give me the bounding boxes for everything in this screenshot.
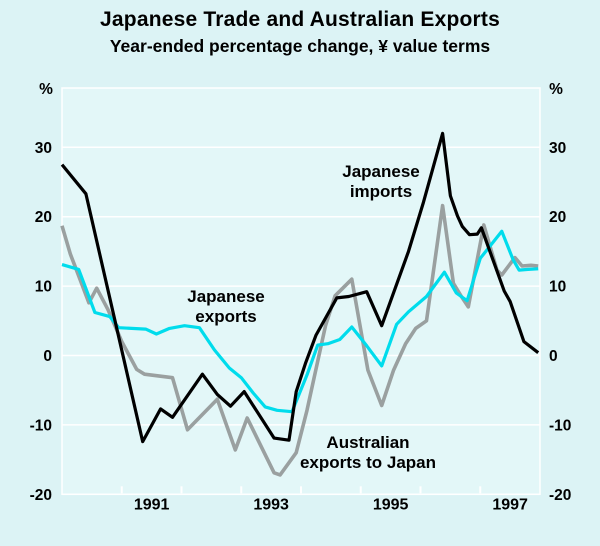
y-axis-unit-right: %: [549, 81, 563, 98]
x-axis-label: 1997: [492, 496, 528, 513]
series-line-japanese-exports: [61, 229, 539, 414]
x-axis-label: 1995: [373, 496, 409, 513]
x-axis-label: 1993: [253, 496, 289, 513]
chart-subtitle: Year-ended percentage change, ¥ value te…: [109, 36, 491, 56]
y-axis-label-left: 0: [43, 348, 52, 365]
y-axis-label-left: 10: [35, 279, 52, 296]
y-axis-label-left: 20: [35, 209, 52, 226]
y-axis-label-right: -10: [549, 417, 571, 434]
y-axis-label-left: -10: [30, 417, 52, 434]
y-axis-label-right: 20: [549, 209, 566, 226]
x-axis-label: 1991: [134, 496, 170, 513]
y-axis-label-left: 30: [35, 140, 52, 157]
y-axis-label-right: 10: [549, 279, 566, 296]
y-axis-label-right: 0: [549, 348, 558, 365]
australian-exports-label: Australian exports to Japan: [299, 433, 437, 472]
series-line-australian-exports-to-japan: [60, 203, 539, 477]
series-line-japanese-imports: [60, 131, 540, 444]
japanese-imports-label: Japanese imports: [342, 162, 420, 201]
y-axis-label-left: -20: [30, 487, 52, 504]
y-axis-label-right: 30: [549, 140, 566, 157]
chart-title: Japanese Trade and Australian Exports: [100, 8, 500, 31]
y-axis-label-right: -20: [549, 487, 571, 504]
y-axis-unit-left: %: [39, 81, 53, 98]
japanese-exports-label: Japanese exports: [187, 287, 265, 326]
